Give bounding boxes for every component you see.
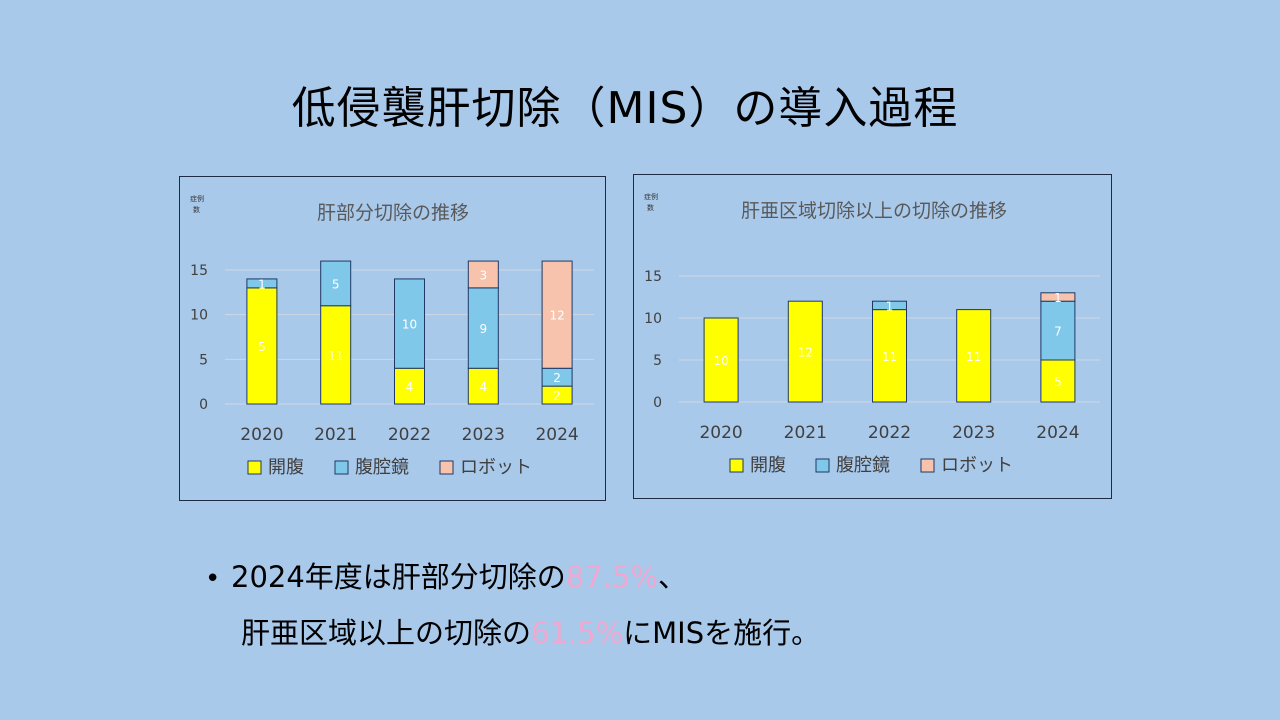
x-tick-label: 2021 (784, 423, 827, 443)
data-label: 11 (882, 350, 897, 364)
x-tick-label: 2020 (699, 423, 742, 443)
y-tick-label: 5 (653, 353, 662, 369)
y-axis-label: 症例数 (190, 194, 204, 214)
data-label: 2 (553, 389, 561, 403)
chart-svg: 症例数 肝部分切除の推移 0 5 10 15 5 1 2020 11 5 2021 4 10 2022 4 9 3… (190, 194, 594, 478)
data-label: 2 (553, 371, 561, 385)
data-label: 4 (479, 380, 487, 394)
y-tick-label: 15 (644, 269, 662, 285)
legend-label: ロボット (941, 455, 1013, 476)
bar-腹腔鏡 (320, 260, 352, 307)
legend-swatch (920, 458, 935, 473)
bullet-list: • 2024年度は肝部分切除の87.5%、 肝亜区域以上の切除の61.5%にMIS… (205, 550, 820, 660)
bar-開腹 (787, 300, 823, 403)
bullet-line-2: 肝亜区域以上の切除の61.5%にMISを施行。 (205, 606, 820, 660)
chart-partial-resection: 症例数 肝部分切除の推移 0 5 10 15 5 1 2020 11 5 2021 4 10 2022 4 9 3… (179, 176, 606, 501)
bar-腹腔鏡 (1040, 300, 1076, 361)
x-tick-label: 2021 (314, 425, 357, 445)
y-tick-label: 10 (644, 311, 662, 327)
svg-text:数: 数 (193, 205, 200, 214)
y-tick-label: 10 (190, 308, 208, 324)
bar-開腹 (703, 317, 739, 403)
data-label: 1 (886, 299, 894, 313)
bar-ロボット (541, 260, 573, 369)
y-tick-label: 5 (199, 352, 208, 368)
bullet-line-1: • 2024年度は肝部分切除の87.5%、 (205, 550, 820, 606)
x-tick-label: 2024 (535, 425, 578, 445)
bar-腹腔鏡 (467, 287, 499, 369)
highlight-percent-2: 61.5% (531, 616, 624, 650)
bullet-text-2-suffix: にMISを施行。 (623, 616, 821, 650)
x-tick-label: 2024 (1036, 423, 1079, 443)
svg-text:症例: 症例 (190, 194, 204, 203)
data-label: 12 (798, 346, 813, 360)
legend-label: 開腹 (268, 457, 304, 478)
data-label: 12 (549, 309, 564, 323)
svg-text:症例: 症例 (644, 192, 658, 201)
chart-title: 肝亜区域切除以上の切除の推移 (741, 200, 1007, 222)
data-label: 11 (328, 349, 343, 363)
bar-開腹 (872, 309, 907, 403)
x-tick-label: 2023 (462, 425, 505, 445)
highlight-percent-1: 87.5% (565, 560, 658, 594)
x-tick-label: 2022 (388, 425, 431, 445)
data-label: 3 (479, 268, 487, 282)
legend-swatch (334, 460, 349, 475)
svg-text:数: 数 (647, 203, 654, 212)
bar-腹腔鏡 (246, 278, 278, 289)
legend-label: 腹腔鏡 (836, 455, 890, 476)
y-tick-label: 15 (190, 263, 208, 279)
data-label: 11 (966, 350, 981, 364)
legend-swatch (815, 458, 830, 473)
bar-ロボット (1040, 292, 1076, 302)
data-label: 5 (332, 277, 340, 291)
data-label: 1 (258, 277, 266, 291)
chart-subsegment-resection: 症例数肝亜区域切除以上の切除の推移 0 5 10 15 10 2020 12 2021 11 1 20… (633, 174, 1112, 499)
bar-ロボット (467, 260, 499, 289)
legend-label: 開腹 (750, 455, 786, 476)
bullet-text-2: 肝亜区域以上の切除の (241, 616, 532, 650)
bar-開腹 (394, 367, 425, 405)
bullet-text-1: 2024年度は肝部分切除の (231, 560, 566, 594)
slide-title: 低侵襲肝切除（MIS）の導入過程 (291, 83, 959, 134)
x-tick-label: 2020 (240, 425, 283, 445)
data-label: 9 (479, 322, 487, 336)
bar-腹腔鏡 (872, 300, 907, 311)
data-label: 1 (1054, 291, 1062, 305)
bar-開腹 (467, 367, 499, 405)
bullet-text-1-suffix: 、 (657, 560, 687, 594)
bar-開腹 (1040, 359, 1076, 403)
legend-swatch (439, 460, 454, 475)
data-label: 4 (406, 380, 414, 394)
x-tick-label: 2022 (868, 423, 911, 443)
data-label: 7 (1054, 325, 1062, 339)
chart-title: 肝部分切除の推移 (317, 202, 469, 224)
chart-svg: 症例数 肝亜区域切除以上の切除の推移05101510202012202111120… (644, 192, 1100, 476)
legend-label: ロボット (460, 457, 532, 478)
data-label: 5 (258, 340, 266, 354)
data-label: 10 (713, 354, 728, 368)
legend-swatch (247, 460, 262, 475)
legend-swatch (729, 458, 744, 473)
data-label: 5 (1054, 375, 1062, 389)
bar-開腹 (246, 287, 278, 405)
y-tick-label: 0 (199, 397, 208, 413)
legend-label: 腹腔鏡 (355, 457, 409, 478)
x-tick-label: 2023 (952, 423, 995, 443)
bullet-dot-icon: • (205, 564, 221, 594)
y-tick-label: 0 (653, 395, 662, 411)
y-axis-label: 症例数 (644, 192, 658, 212)
bar-腹腔鏡 (394, 278, 425, 369)
bar-開腹 (956, 309, 992, 403)
data-label: 10 (402, 318, 417, 332)
